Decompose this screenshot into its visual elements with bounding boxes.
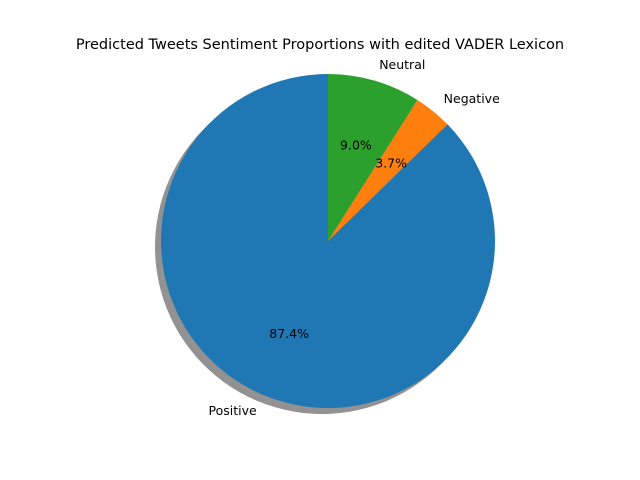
percent-label-neutral: 9.0% <box>340 137 372 152</box>
percent-label-positive: 87.4% <box>269 326 309 341</box>
chart-title: Predicted Tweets Sentiment Proportions w… <box>76 37 564 53</box>
percent-label-negative: 3.7% <box>375 156 407 171</box>
slice-neutral <box>328 74 418 241</box>
label-negative: Negative <box>444 91 500 106</box>
pie-labels: Positive 87.4% Negative 3.7% Neutral 9.0% <box>209 57 501 418</box>
slice-negative <box>328 99 448 241</box>
label-neutral: Neutral <box>379 57 425 72</box>
pie-slices <box>161 74 495 408</box>
label-positive: Positive <box>209 403 257 418</box>
